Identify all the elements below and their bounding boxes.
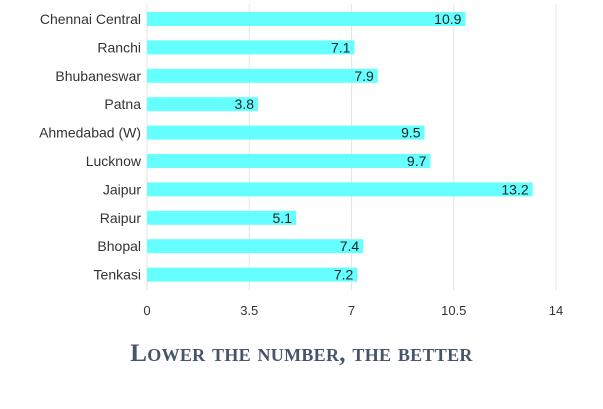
data-label: 7.9 (354, 68, 374, 84)
data-label: 5.1 (273, 210, 293, 226)
category-label: Chennai Central (40, 11, 141, 27)
bar-chart: Chennai Central Ranchi Bhubaneswar Patna Ahm… (39, 4, 563, 318)
bars (147, 12, 533, 282)
category-label: Jaipur (103, 181, 141, 197)
x-tick-label: 3.5 (240, 303, 258, 318)
category-label: Tenkasi (94, 267, 141, 283)
category-label: Bhubaneswar (55, 68, 141, 84)
bar (147, 97, 259, 112)
category-label: Raipur (100, 210, 142, 226)
x-axis-ticks: 0 3.5 7 10.5 14 (143, 303, 563, 318)
category-label: Lucknow (86, 153, 142, 169)
bar (147, 182, 533, 197)
x-tick-label: 7 (348, 303, 355, 318)
category-label: Ranchi (97, 39, 141, 55)
data-label: 7.2 (334, 267, 354, 283)
bar (147, 239, 364, 254)
data-label: 10.9 (434, 11, 461, 27)
data-label: 7.1 (331, 39, 351, 55)
bar (147, 12, 466, 26)
data-label: 9.7 (407, 153, 427, 169)
data-labels: 10.9 7.17.9 3.8 9.5 9.7 13.2 5.1 7.4 7.2 (235, 11, 529, 283)
category-label: Bhopal (97, 238, 141, 254)
bar (147, 267, 358, 282)
bar (147, 210, 296, 225)
data-label: 13.2 (501, 181, 528, 197)
x-tick-label: 14 (549, 303, 563, 318)
x-tick-label: 10.5 (441, 303, 466, 318)
bar (147, 68, 378, 83)
data-label: 9.5 (401, 125, 421, 141)
category-labels: Chennai Central Ranchi Bhubaneswar Patna Ahm… (39, 11, 142, 283)
category-label: Patna (104, 96, 141, 112)
bar (147, 40, 355, 55)
data-label: 3.8 (235, 96, 255, 112)
x-tick-label: 0 (143, 303, 150, 318)
data-label: 7.4 (340, 238, 360, 254)
bar (147, 125, 425, 140)
bar (147, 154, 431, 168)
category-label: Ahmedabad (W) (39, 125, 141, 141)
chart-caption: Lower the number, the better (130, 340, 473, 367)
